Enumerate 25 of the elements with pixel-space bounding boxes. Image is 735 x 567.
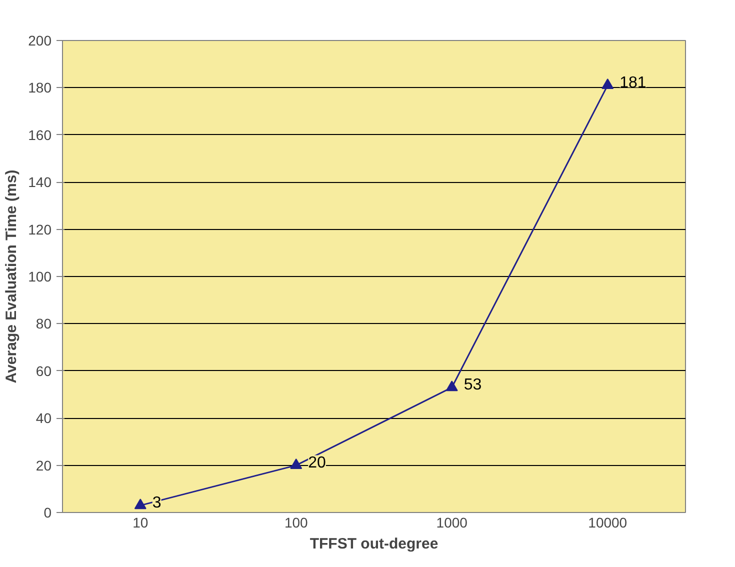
y-tick-label: 140 [28,174,52,190]
point [290,458,302,469]
x-axis-title: TFFST out-degree [310,536,438,552]
y-tick-label: 60 [36,362,52,379]
y-tick-label: 180 [28,80,52,96]
y-tick-label: 200 [28,32,52,48]
x-tick-label: 10000 [588,514,628,530]
y-axis-title: Average Evaluation Time (ms) [3,170,20,384]
y-tick-label: 40 [36,410,52,426]
y-tick-label: 0 [44,504,52,520]
point [602,78,614,90]
x-tick-label: 1000 [436,514,468,530]
point [134,498,146,510]
x-tick-label: 10 [132,514,148,530]
data-label: 53 [464,376,482,394]
y-tick-label: 80 [36,316,52,332]
y-tick-label: 100 [28,268,52,284]
data-label: 181 [620,74,646,92]
y-tick-label: 120 [28,221,52,238]
data-label: 20 [308,454,326,472]
data-label: 3 [152,494,162,512]
x-tick-label: 100 [284,514,308,530]
y-tick-label: 20 [36,457,52,474]
y-tick-label: 160 [28,126,52,143]
point [446,380,458,392]
